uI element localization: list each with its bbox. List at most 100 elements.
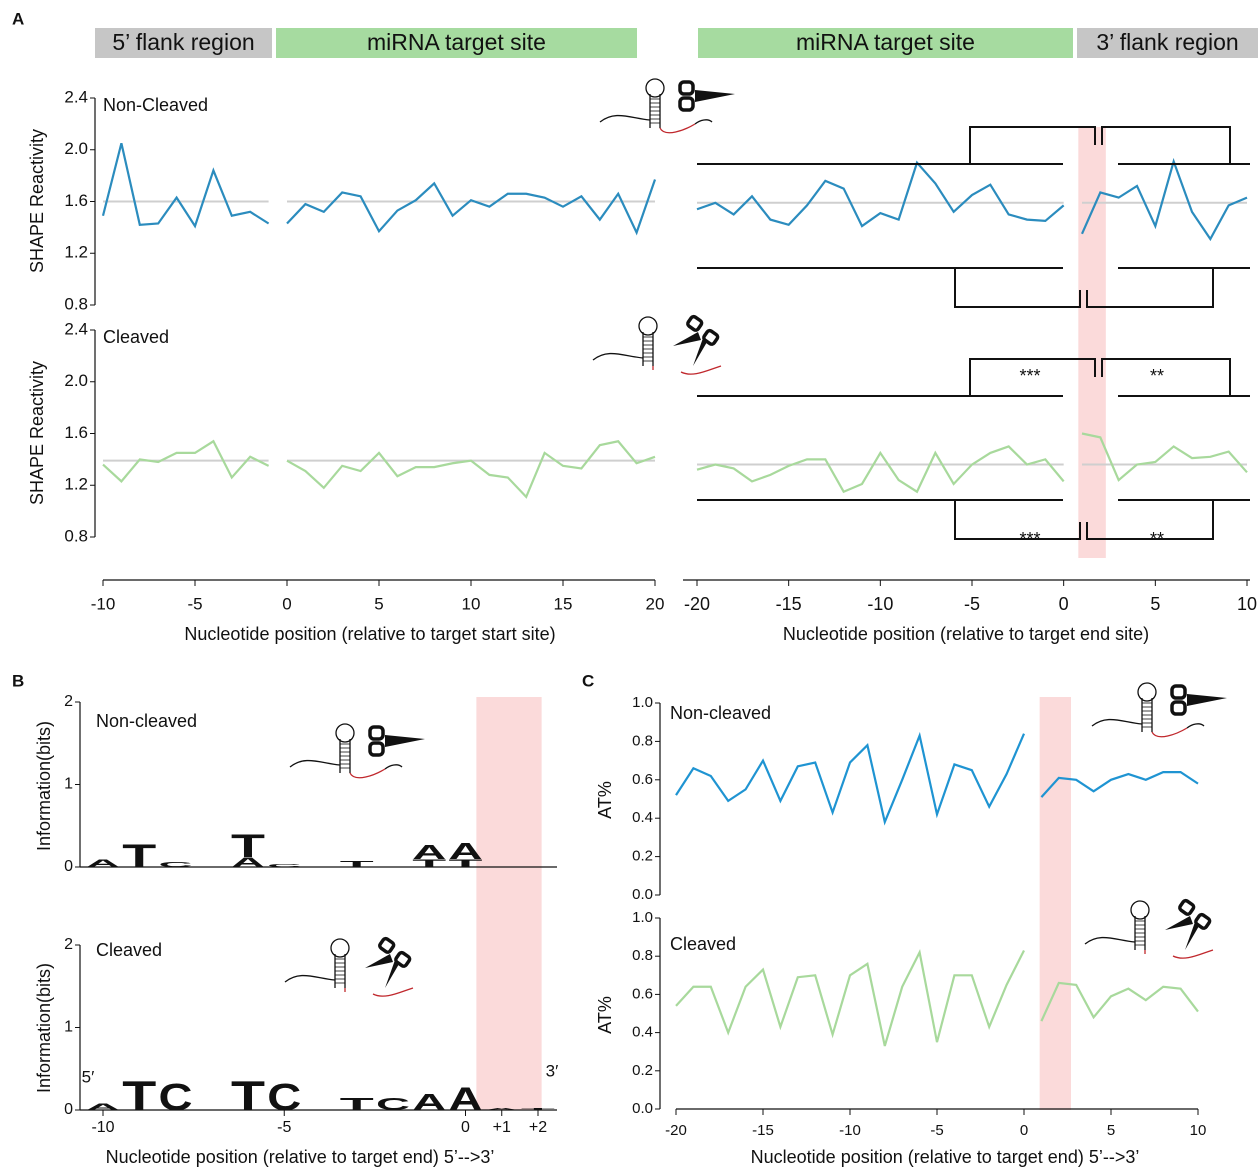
rna-red: [349, 768, 386, 779]
y-tick-label: 0.2: [632, 848, 653, 865]
logo-letter: A: [449, 838, 483, 864]
blade: [365, 954, 399, 988]
x-tick-label: +1: [493, 1119, 511, 1136]
scissor-ring: [1178, 898, 1196, 916]
y-tick-label: 0: [64, 858, 73, 875]
panel-title: Cleaved: [103, 327, 169, 347]
loop: [330, 938, 350, 958]
rna-tail: [694, 119, 713, 125]
scissor-ring: [1170, 700, 1187, 716]
data-line: [696, 160, 1065, 228]
rna: [592, 352, 644, 361]
data-line: [102, 439, 270, 483]
y-tick-label: 2: [64, 693, 73, 710]
rna-red: [372, 987, 414, 997]
scissor-ring: [394, 950, 412, 968]
scissor-ring: [1170, 684, 1187, 700]
panel-label: C: [582, 671, 594, 690]
significance: ***: [1019, 366, 1040, 386]
x-tick-label: -10: [91, 1119, 114, 1136]
panel-title: Cleaved: [670, 934, 736, 954]
y-tick-label: 2.4: [64, 87, 88, 106]
region-label: 3’ flank region: [1096, 29, 1238, 55]
y-tick-label: 0.2: [632, 1062, 653, 1079]
x-tick-label: -20: [684, 594, 710, 614]
data-line: [675, 949, 1025, 1047]
scissor-ring: [368, 725, 385, 741]
region-bar: [95, 28, 272, 58]
logo-letter: C: [267, 863, 308, 868]
panel-label: B: [12, 671, 24, 690]
x-tick-label: 15: [554, 594, 573, 613]
data-line: [1040, 771, 1199, 798]
bracket: [954, 500, 1081, 540]
logo-letter: A: [231, 855, 265, 870]
logo-letter: A: [86, 858, 120, 870]
icon: [289, 723, 425, 779]
bracket: [969, 358, 1096, 396]
data-line: [101, 143, 270, 229]
x-tick-label: 5: [1107, 1122, 1115, 1139]
highlight-region: [1078, 127, 1106, 330]
x-tick-label: 0: [1059, 594, 1069, 614]
y-tick-label: 0.8: [632, 732, 653, 749]
y-tick-label: 2.0: [64, 139, 88, 158]
logo-letter: T: [122, 1073, 156, 1119]
y-tick-label: 2: [64, 936, 73, 953]
logo-letter: T: [340, 860, 375, 869]
y-tick-label: 1.6: [64, 423, 88, 442]
data-line: [286, 179, 657, 236]
y-tick-label: 2.4: [64, 319, 88, 338]
y-axis-label: Information(bits): [34, 721, 54, 851]
x-tick-label: 20: [646, 594, 665, 613]
highlight-region: [1039, 905, 1071, 1110]
y-tick-label: 0.4: [632, 1024, 653, 1041]
panel-title: Non-Cleaved: [103, 95, 208, 115]
panel-title: Cleaved: [96, 940, 162, 960]
x-axis-label: Nucleotide position (relative to target …: [106, 1147, 495, 1167]
scissor-ring: [686, 314, 704, 332]
blade: [695, 90, 735, 102]
y-tick-label: 1.6: [64, 191, 88, 210]
y-axis-label: Information(bits): [34, 963, 54, 1093]
region-bar: [276, 28, 637, 58]
logo-letter: T: [412, 858, 446, 870]
logo-letter: A: [86, 1102, 122, 1112]
x-tick-label: -10: [839, 1122, 861, 1139]
loop: [1130, 900, 1150, 920]
region-label: 5’ flank region: [112, 29, 254, 55]
x-tick-label: -15: [752, 1122, 774, 1139]
logo-letter: A: [412, 841, 446, 864]
rna: [289, 759, 341, 768]
x-tick-label: -10: [867, 594, 893, 614]
icon: [592, 314, 722, 375]
x-tick-label: +2: [529, 1119, 547, 1136]
data-line: [1080, 157, 1248, 242]
y-tick-label: 0.6: [632, 985, 653, 1002]
data-line: [1081, 432, 1248, 482]
y-tick-label: 0.8: [632, 947, 653, 964]
logo-letter: A: [449, 1081, 483, 1117]
x-axis-label: Nucleotide position (relative to target …: [783, 624, 1149, 644]
blade: [1165, 916, 1199, 950]
highlight-region: [1039, 697, 1071, 905]
highlight-region: [476, 697, 542, 880]
blade: [1187, 694, 1227, 706]
rna-red: [1151, 727, 1188, 738]
logo-letter: C: [267, 1077, 301, 1119]
end-label: 5′: [82, 1067, 95, 1086]
x-tick-label: 10: [1237, 594, 1257, 614]
scissor-ring: [702, 328, 720, 346]
logo-letter: A: [485, 1108, 526, 1111]
y-tick-label: 0.0: [632, 886, 653, 903]
blade: [385, 735, 425, 747]
logo-letter: A: [412, 1089, 446, 1115]
end-label: 3′: [546, 1061, 559, 1080]
region-bar: [698, 28, 1073, 58]
y-tick-label: 0: [64, 1101, 73, 1118]
y-tick-label: 1.0: [632, 909, 653, 926]
y-axis-label: SHAPE Reactivity: [27, 129, 47, 273]
y-tick-label: 1.2: [64, 243, 88, 262]
x-tick-label: 10: [462, 594, 481, 613]
